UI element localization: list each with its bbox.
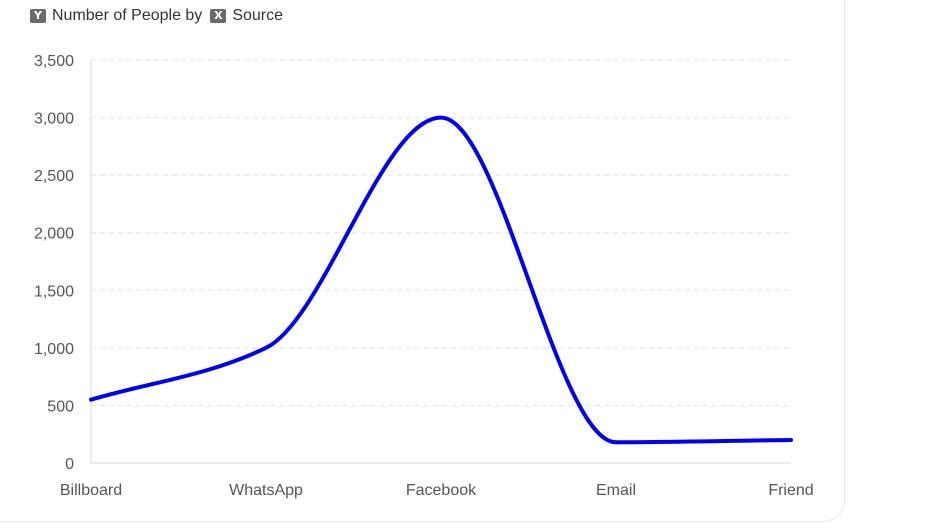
x-tick-label: Friend xyxy=(768,482,813,499)
x-axis-legend-label: Source xyxy=(232,7,284,24)
y-tick-label: 0 xyxy=(65,456,74,473)
chart-card xyxy=(0,0,845,522)
axis-legend: Y Number of People by X Source xyxy=(30,6,291,26)
series-line xyxy=(89,115,793,445)
x-tick-label: Billboard xyxy=(60,482,122,499)
x-tick-label: WhatsApp xyxy=(229,482,303,499)
y-tick-label: 3,500 xyxy=(34,53,74,70)
y-axis-legend-label: Number of People by xyxy=(52,7,203,24)
x-tick-label: Facebook xyxy=(406,482,477,499)
y-tick-label: 2,500 xyxy=(34,168,74,185)
y-tick-label: 1,000 xyxy=(34,341,74,358)
y-tick-label: 2,000 xyxy=(34,226,74,243)
y-tick-label: 500 xyxy=(47,398,74,415)
y-axis-badge: Y xyxy=(30,9,46,23)
x-tick-label: Email xyxy=(596,482,636,499)
x-axis-badge: X xyxy=(210,9,227,23)
y-tick-label: 1,500 xyxy=(34,283,74,300)
y-tick-label: 3,000 xyxy=(34,111,74,128)
